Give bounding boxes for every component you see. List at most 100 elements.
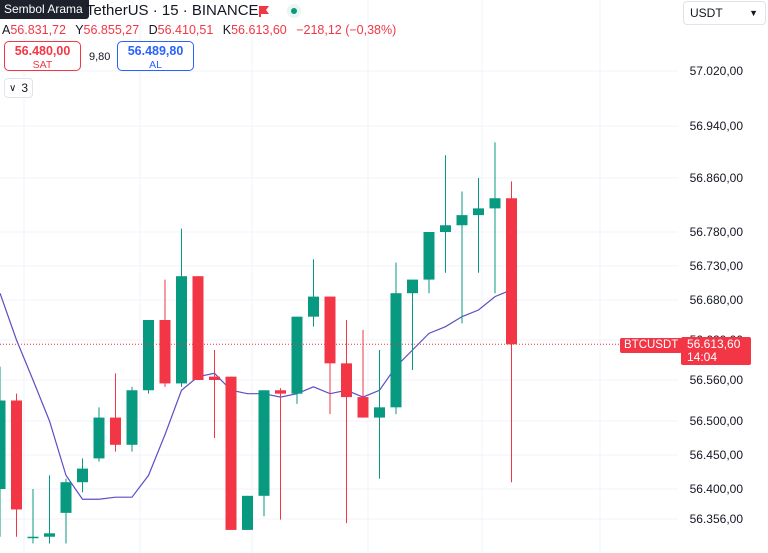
close-value: 56.613,60 (231, 23, 287, 37)
candle (176, 228, 187, 387)
candle-body (242, 495, 253, 530)
candle (374, 350, 385, 479)
high-key: Y (75, 23, 84, 37)
candle (159, 279, 171, 387)
indicators-toggle-button[interactable]: ∨ 3 (4, 78, 34, 98)
candle-body (159, 320, 171, 384)
last-price-label: 56.613,60 14:04 (681, 337, 751, 365)
candle-body (192, 276, 204, 380)
candle (308, 259, 319, 327)
y-tick-label: 56.780,00 (690, 225, 744, 239)
sell-price: 56.480,00 (14, 44, 71, 58)
ohlc-legend: A56.831,72 Y56.855,27 D56.410,51 K56.613… (2, 23, 402, 37)
close-key: K (222, 23, 232, 37)
candle (440, 155, 451, 273)
currency-select[interactable]: USDT ▼ (683, 1, 766, 25)
market-open-dot-icon (291, 8, 297, 14)
candle (456, 191, 468, 324)
high-value: 56.855,27 (83, 23, 140, 37)
y-tick-label: 56.356,00 (690, 512, 744, 526)
chevron-down-icon: ∨ (9, 82, 17, 94)
flag-icon[interactable] (258, 5, 270, 17)
candle (77, 458, 88, 493)
last-price-value: 56.613,60 (687, 337, 741, 351)
candle (258, 390, 270, 517)
moving-average-layer (0, 289, 512, 500)
y-tick-label: 56.500,00 (690, 414, 744, 428)
candle (44, 475, 55, 544)
candle-body (407, 279, 418, 294)
candle-body (93, 417, 105, 459)
candle (126, 386, 138, 452)
candle-body (126, 390, 138, 445)
candle (341, 320, 352, 524)
candle-countdown: 14:04 (687, 350, 718, 364)
candle (0, 366, 6, 537)
candle-body (225, 376, 237, 530)
sell-button[interactable]: 56.480,00 SAT (4, 41, 81, 71)
price-axis: 57.020,00 56.940,00 56.860,00 56.780,00 56.7… (0, 64, 743, 526)
y-tick-label: 56.860,00 (690, 171, 744, 185)
currency-value: USDT (690, 6, 723, 20)
candle-body (11, 400, 22, 510)
candle (473, 178, 484, 273)
symbol-price-tag: BTCUSDT (620, 338, 683, 353)
candle-body (77, 468, 88, 483)
candle-body (143, 320, 154, 391)
candle-body (44, 533, 55, 537)
price-change: −218,12 (−0,38%) (296, 23, 397, 37)
buy-button[interactable]: 56.489,80 AL (117, 41, 194, 71)
candle-body (374, 407, 385, 418)
low-key: D (148, 23, 158, 37)
candle (225, 376, 237, 530)
candle (11, 393, 22, 537)
candle-body (258, 390, 270, 496)
candle-body (506, 198, 517, 345)
candle-body (60, 482, 72, 513)
symbol-title[interactable]: TetherUS · 15 · BINANCE (86, 2, 259, 19)
spread-value: 9,80 (89, 51, 111, 63)
candle-body (357, 397, 369, 418)
candle (407, 279, 418, 370)
candle-body (0, 400, 6, 489)
candle (209, 350, 220, 438)
buy-label: AL (149, 59, 162, 71)
market-status-indicator[interactable] (287, 4, 301, 18)
candle-body (324, 296, 336, 364)
candle-body (341, 363, 352, 398)
sell-label: SAT (32, 59, 53, 71)
candle-body (423, 232, 435, 280)
candle (275, 388, 286, 520)
open-key: A (2, 23, 11, 37)
y-tick-label: 56.730,00 (690, 259, 744, 273)
candle-body (390, 293, 402, 408)
candle (506, 181, 517, 483)
y-tick-label: 56.680,00 (690, 293, 744, 307)
indicator-count: 3 (21, 81, 29, 95)
open-value: 56.831,72 (10, 23, 66, 37)
candle (242, 495, 253, 530)
candle (27, 489, 39, 544)
candle-body (110, 417, 121, 445)
candle (423, 232, 435, 294)
candle (143, 320, 154, 394)
candle-body (473, 208, 484, 216)
candlestick-layer (0, 142, 517, 544)
y-tick-label: 57.020,00 (690, 64, 744, 78)
low-value: 56.410,51 (157, 23, 214, 37)
chevron-down-icon: ▼ (749, 8, 758, 18)
candle-body (308, 296, 319, 317)
candle-body (489, 198, 501, 209)
y-tick-label: 56.560,00 (690, 373, 744, 387)
moving-average-line (0, 289, 512, 500)
chart-grid (0, 0, 678, 553)
candle (357, 330, 369, 418)
buy-price: 56.489,80 (127, 44, 184, 58)
candle (60, 478, 72, 544)
y-tick-label: 56.450,00 (690, 448, 744, 462)
candle-body (27, 536, 39, 539)
symbol-search-tooltip: Sembol Arama (0, 0, 89, 19)
candle-body (456, 215, 468, 226)
candle (324, 296, 336, 415)
